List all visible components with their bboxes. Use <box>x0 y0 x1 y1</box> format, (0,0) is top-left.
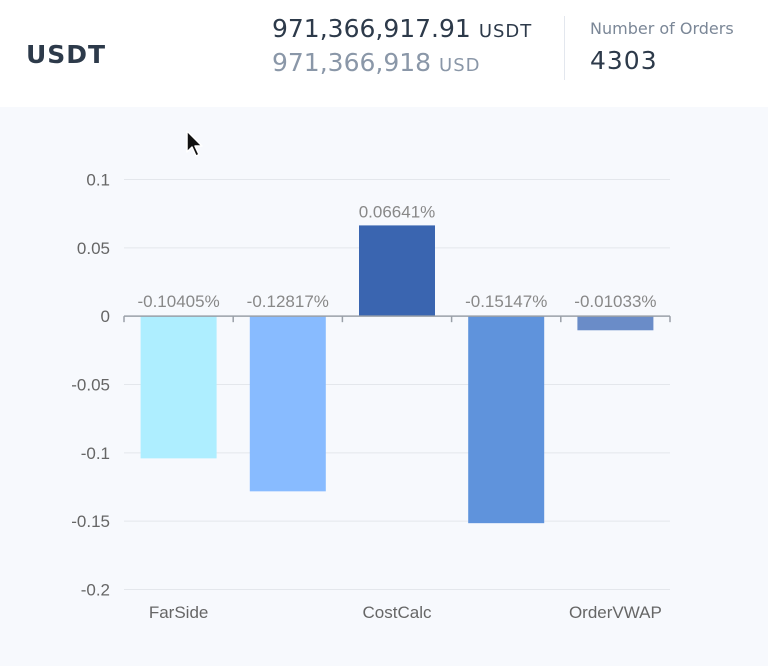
data-label: -0.10405% <box>137 292 219 311</box>
amount-summary: 971,366,917.91 USDT 971,366,918 USD <box>272 14 532 82</box>
asset-symbol: USDT <box>26 40 107 69</box>
x-category-label: OrderVWAP <box>569 603 662 622</box>
amount-secondary-unit: USD <box>439 55 481 76</box>
amount-secondary: 971,366,918 USD <box>272 48 532 82</box>
x-category-label: FarSide <box>149 603 209 622</box>
amount-primary: 971,366,917.91 USDT <box>272 14 532 48</box>
bar <box>140 316 217 459</box>
amount-primary-value: 971,366,917.91 <box>272 14 471 43</box>
data-label: 0.06641% <box>359 202 436 221</box>
y-tick-label: -0.2 <box>81 581 110 600</box>
mouse-cursor-icon <box>186 130 203 157</box>
summary-header: USDT 971,366,917.91 USDT 971,366,918 USD N… <box>0 0 768 107</box>
chart-panel: 0.1 0.05 0 -0.05 -0.1 -0.15 -0.2 -0.10405% -0.12… <box>0 107 768 666</box>
data-label: -0.15147% <box>465 292 547 311</box>
y-tick-label: 0.1 <box>86 171 110 190</box>
amount-primary-unit: USDT <box>478 21 533 42</box>
y-tick-label: -0.05 <box>71 376 110 395</box>
x-category-label: CostCalc <box>363 603 432 622</box>
y-tick-label: -0.1 <box>81 444 110 463</box>
amount-secondary-value: 971,366,918 <box>272 48 432 77</box>
orders-count: 4303 <box>590 46 658 75</box>
y-tick-label: 0.05 <box>77 239 110 258</box>
y-tick-label: 0 <box>101 307 110 326</box>
bar <box>249 316 326 492</box>
data-label: -0.01033% <box>574 292 656 311</box>
data-label: -0.12817% <box>247 292 329 311</box>
y-tick-label: -0.15 <box>71 512 110 531</box>
bar <box>468 316 545 524</box>
header-divider <box>564 16 565 80</box>
bar <box>359 225 435 317</box>
bar <box>577 316 654 331</box>
orders-label: Number of Orders <box>590 19 734 38</box>
bar-chart: 0.1 0.05 0 -0.05 -0.1 -0.15 -0.2 -0.10405% -0.12… <box>71 171 671 622</box>
